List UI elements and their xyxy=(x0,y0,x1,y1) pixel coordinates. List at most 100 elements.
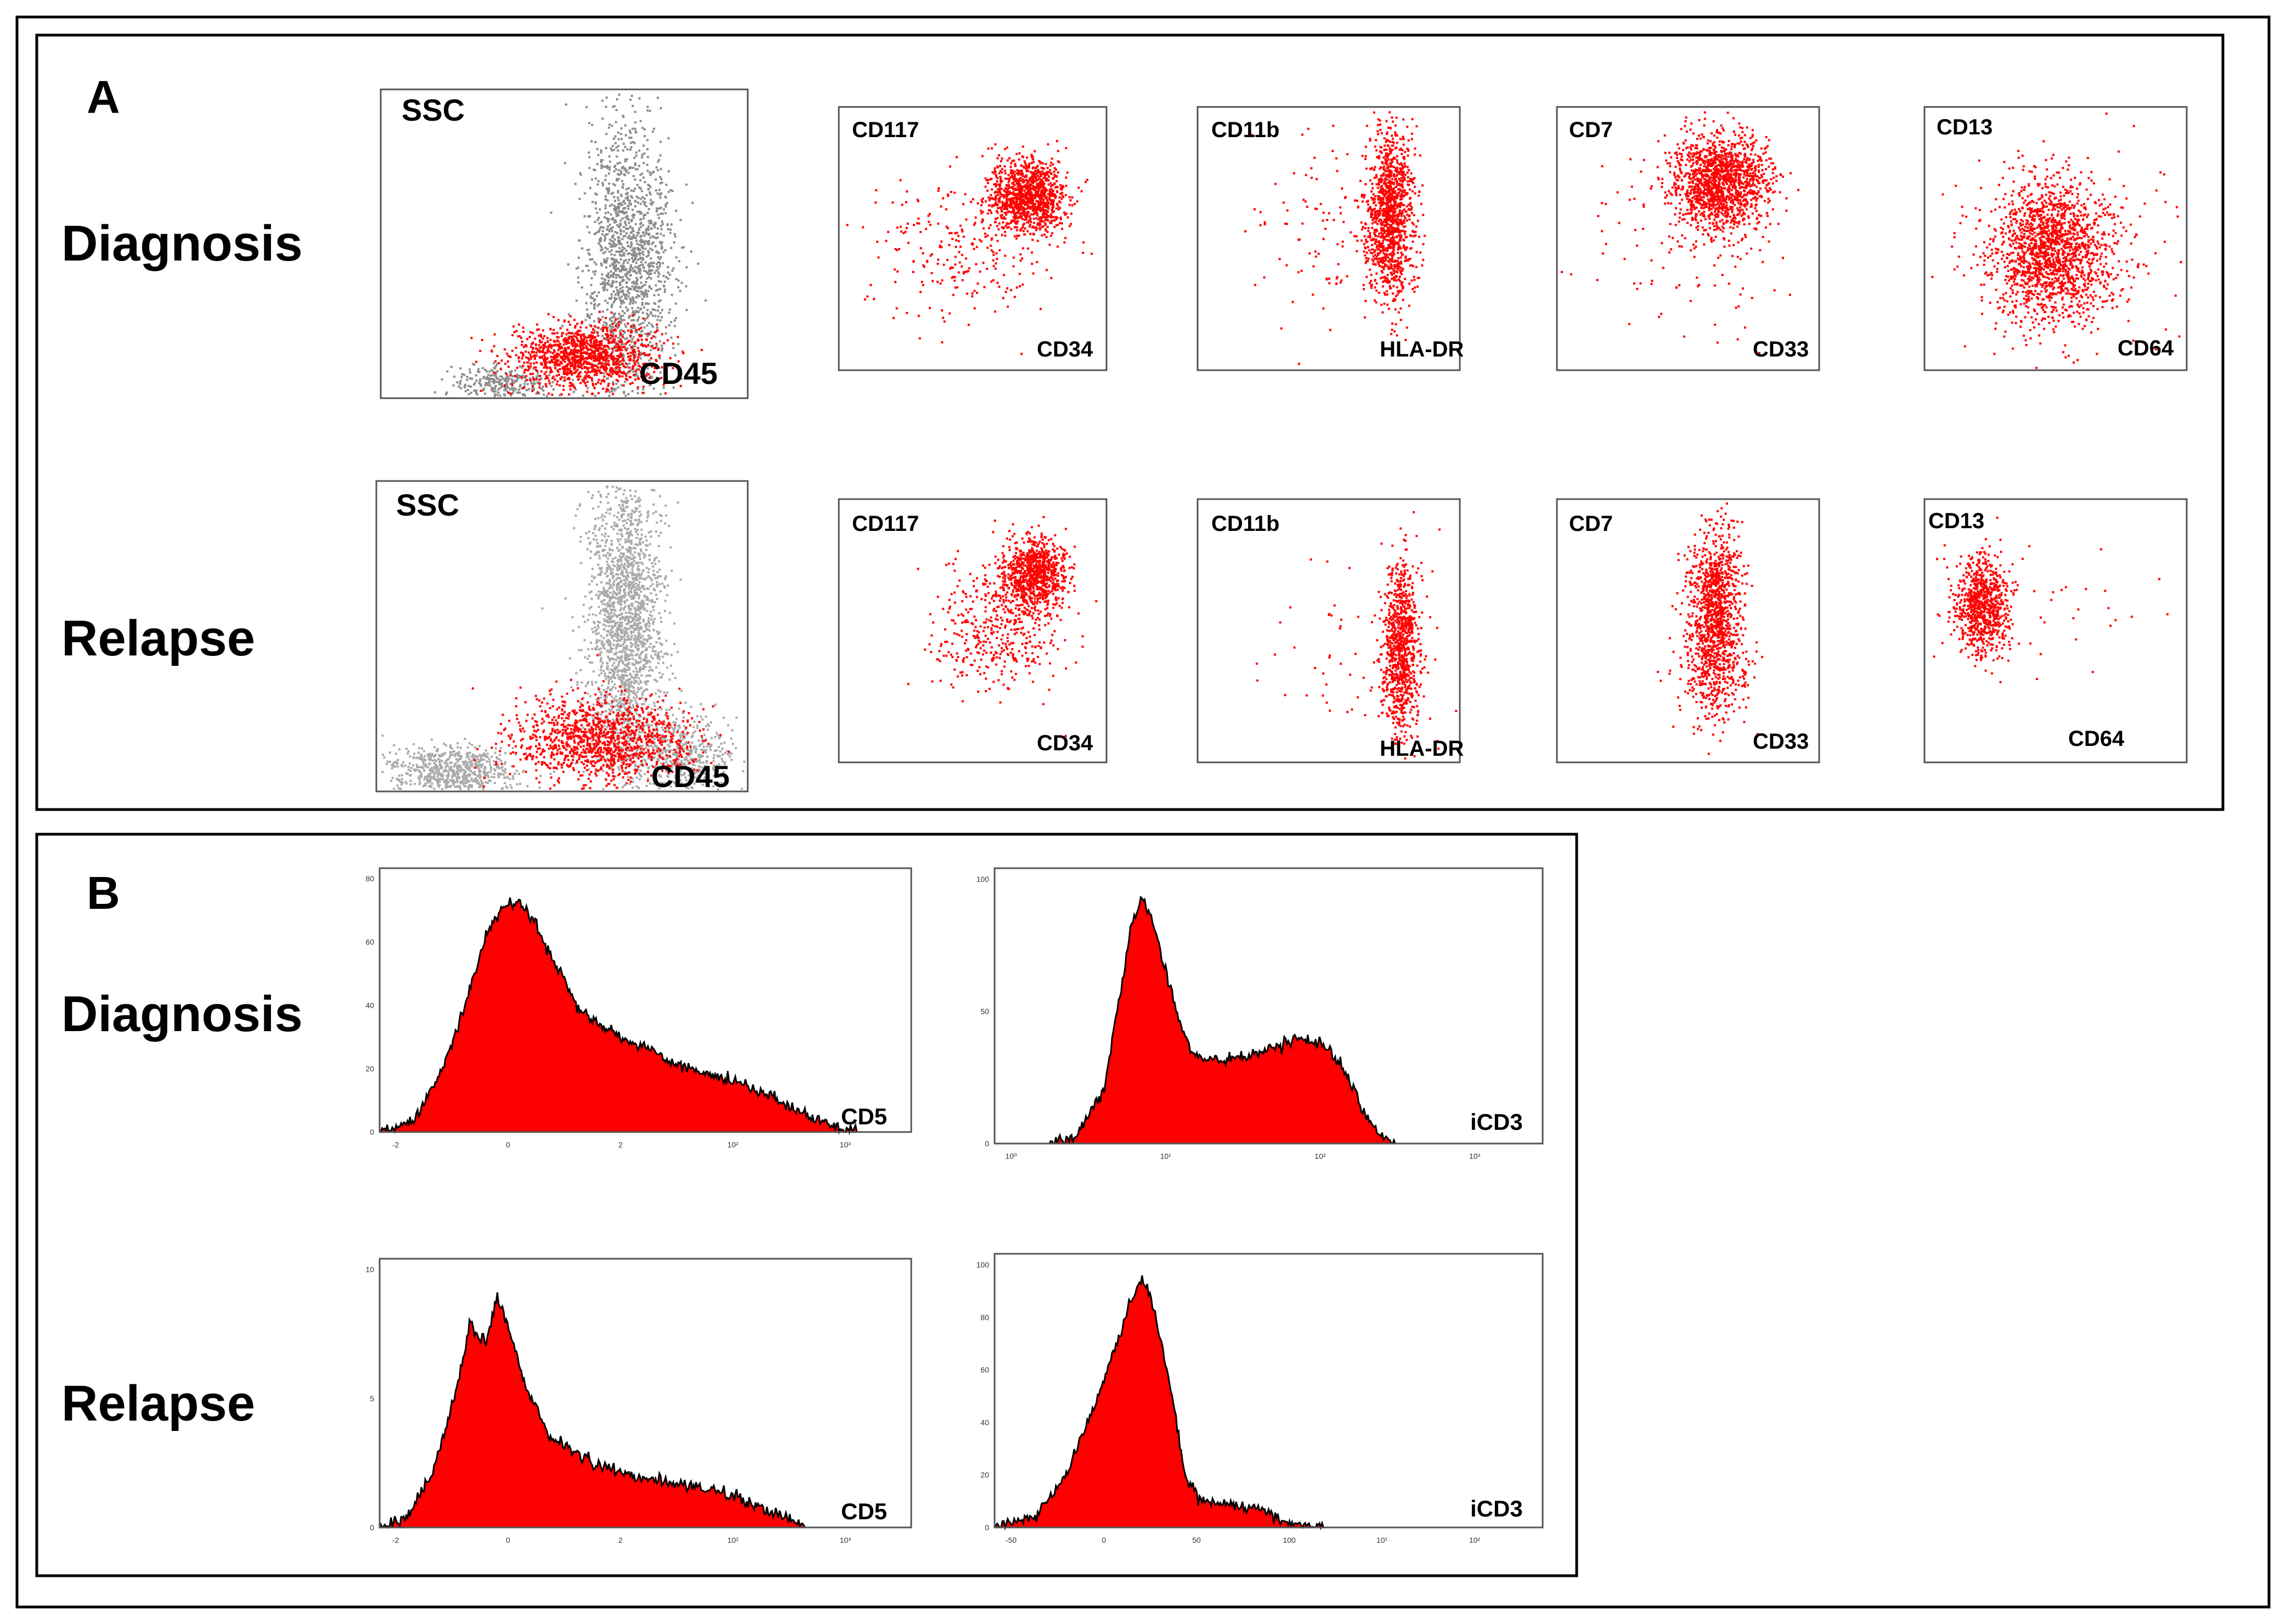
histogram-fill xyxy=(380,1292,911,1527)
plot-points xyxy=(1244,111,1426,365)
x-tick-label: 10² xyxy=(1469,1536,1481,1544)
y-tick-label: 0 xyxy=(985,1523,989,1532)
plot-points xyxy=(1657,502,1764,755)
y-tick-label: 100 xyxy=(977,1260,990,1269)
plot-frame xyxy=(994,1253,1544,1529)
histogram-fill xyxy=(995,1275,1543,1527)
plot-points xyxy=(1256,511,1458,760)
plot-points xyxy=(846,140,1093,355)
x-tick-label: 10² xyxy=(727,1140,739,1149)
scatter-dots xyxy=(1931,112,2182,369)
plot-frame xyxy=(379,1258,912,1529)
y-tick-label: 5 xyxy=(370,1394,374,1403)
x-tick-label: 10³ xyxy=(1469,1152,1481,1161)
panel-b-frame xyxy=(35,833,1578,1577)
histogram-fill xyxy=(995,897,1543,1144)
panel-letter: B xyxy=(87,867,120,919)
plot-xlabel: iCD3 xyxy=(1470,1109,1523,1135)
scatter-plot: SSC CD45 xyxy=(380,88,749,399)
y-ticks: 0 5 10 xyxy=(365,1265,374,1532)
plot-xlabel: HLA-DR xyxy=(1380,737,1464,761)
plot-frame xyxy=(380,88,749,399)
plot-ylabel: CD13 xyxy=(1937,115,1993,139)
y-tick-label: 10 xyxy=(365,1265,374,1274)
y-ticks: 0 20 40 60 80 100 xyxy=(977,1260,990,1532)
scatter-dots xyxy=(907,516,1098,737)
x-tick-label: -50 xyxy=(1006,1536,1017,1544)
plot-frame xyxy=(838,498,1108,763)
plot-xlabel: CD64 xyxy=(2118,336,2174,360)
histogram: -2 0 2 10² 10³ 0 20 40 60 80 CD5 xyxy=(365,867,912,1149)
y-tick-label: 100 xyxy=(977,875,990,884)
y-tick-label: 20 xyxy=(365,1065,374,1073)
y-tick-label: 80 xyxy=(365,874,374,883)
x-tick-label: 50 xyxy=(1192,1536,1201,1544)
panel-a-frame xyxy=(35,33,2225,811)
scatter-dots xyxy=(846,140,1093,355)
plot-points xyxy=(1561,111,1799,354)
scatter-plot: CD13 CD64 xyxy=(1923,498,2188,763)
plot-xlabel: iCD3 xyxy=(1470,1496,1523,1521)
y-tick-label: 60 xyxy=(980,1366,989,1374)
histogram-fill xyxy=(380,897,911,1132)
plot-ylabel: CD117 xyxy=(852,118,919,142)
plot-frame xyxy=(994,867,1544,1145)
plot-points xyxy=(381,485,746,791)
scatter-plot: SSC CD45 xyxy=(375,480,749,794)
y-tick-label: 60 xyxy=(365,938,374,947)
plot-ylabel: CD11b xyxy=(1211,512,1280,536)
plot-frame xyxy=(1556,106,1820,371)
row-label: Relapse xyxy=(61,610,255,666)
x-tick-label: 10⁰ xyxy=(1005,1152,1017,1161)
plot-ylabel: CD117 xyxy=(852,512,919,536)
scatter-dots xyxy=(434,93,707,398)
plot-ylabel: CD7 xyxy=(1569,118,1613,142)
scatter-plot: CD117 CD34 xyxy=(838,498,1108,763)
histogram-area xyxy=(995,895,1543,1145)
x-ticks: -2 0 2 10² 10³ xyxy=(392,1536,851,1544)
plot-points xyxy=(1933,517,2169,683)
histogram-area xyxy=(379,897,911,1135)
scatter-dots xyxy=(1561,111,1799,354)
y-tick-label: 20 xyxy=(980,1470,989,1479)
plot-frame xyxy=(1923,498,2188,763)
plot-points xyxy=(1931,112,2182,369)
plot-frame xyxy=(1923,106,2188,371)
y-tick-label: 0 xyxy=(985,1139,989,1148)
x-tick-label: 10¹ xyxy=(1160,1152,1172,1161)
plot-xlabel: CD45 xyxy=(639,356,718,391)
plot-xlabel: CD5 xyxy=(841,1498,887,1524)
x-tick-label: -2 xyxy=(392,1140,399,1149)
plot-ylabel: CD11b xyxy=(1211,118,1280,142)
plot-ylabel: CD13 xyxy=(1928,509,1984,533)
x-tick-label: 100 xyxy=(1283,1536,1296,1544)
scatter-plot: CD13 CD64 xyxy=(1923,106,2188,371)
y-tick-label: 80 xyxy=(980,1313,989,1322)
x-tick-label: 10³ xyxy=(840,1536,851,1544)
x-tick-label: 0 xyxy=(506,1140,510,1149)
y-tick-label: 0 xyxy=(370,1523,374,1532)
x-ticks: 10⁰ 10¹ 10² 10³ xyxy=(1005,1152,1480,1161)
scatter-dots xyxy=(381,485,746,791)
scatter-dots xyxy=(1256,511,1458,760)
plot-frame xyxy=(1196,498,1461,763)
plot-xlabel: CD34 xyxy=(1037,337,1093,361)
x-ticks: -50 0 50 100 10¹ 10² xyxy=(1006,1536,1481,1544)
plot-xlabel: CD33 xyxy=(1753,729,1809,754)
plot-xlabel: CD33 xyxy=(1753,337,1809,361)
scatter-dots xyxy=(470,310,703,396)
plot-xlabel: CD5 xyxy=(841,1104,887,1129)
plot-frame xyxy=(375,480,749,793)
histogram: 10⁰ 10¹ 10² 10³ 0 50 100 iCD3 xyxy=(977,867,1544,1161)
scatter-dots xyxy=(471,654,730,790)
scatter-plot: CD7 CD33 xyxy=(1556,106,1820,371)
plot-ylabel: SSC xyxy=(396,488,459,522)
scatter-plot: CD7 CD33 xyxy=(1556,498,1820,763)
y-tick-label: 50 xyxy=(980,1007,989,1016)
y-tick-label: 40 xyxy=(980,1418,989,1427)
histogram-area xyxy=(994,1275,1543,1531)
y-ticks: 0 20 40 60 80 xyxy=(365,874,374,1136)
histogram: -50 0 50 100 10¹ 10² 0 20 40 60 80 100 iCD3 xyxy=(977,1253,1544,1544)
plot-points xyxy=(907,516,1098,737)
